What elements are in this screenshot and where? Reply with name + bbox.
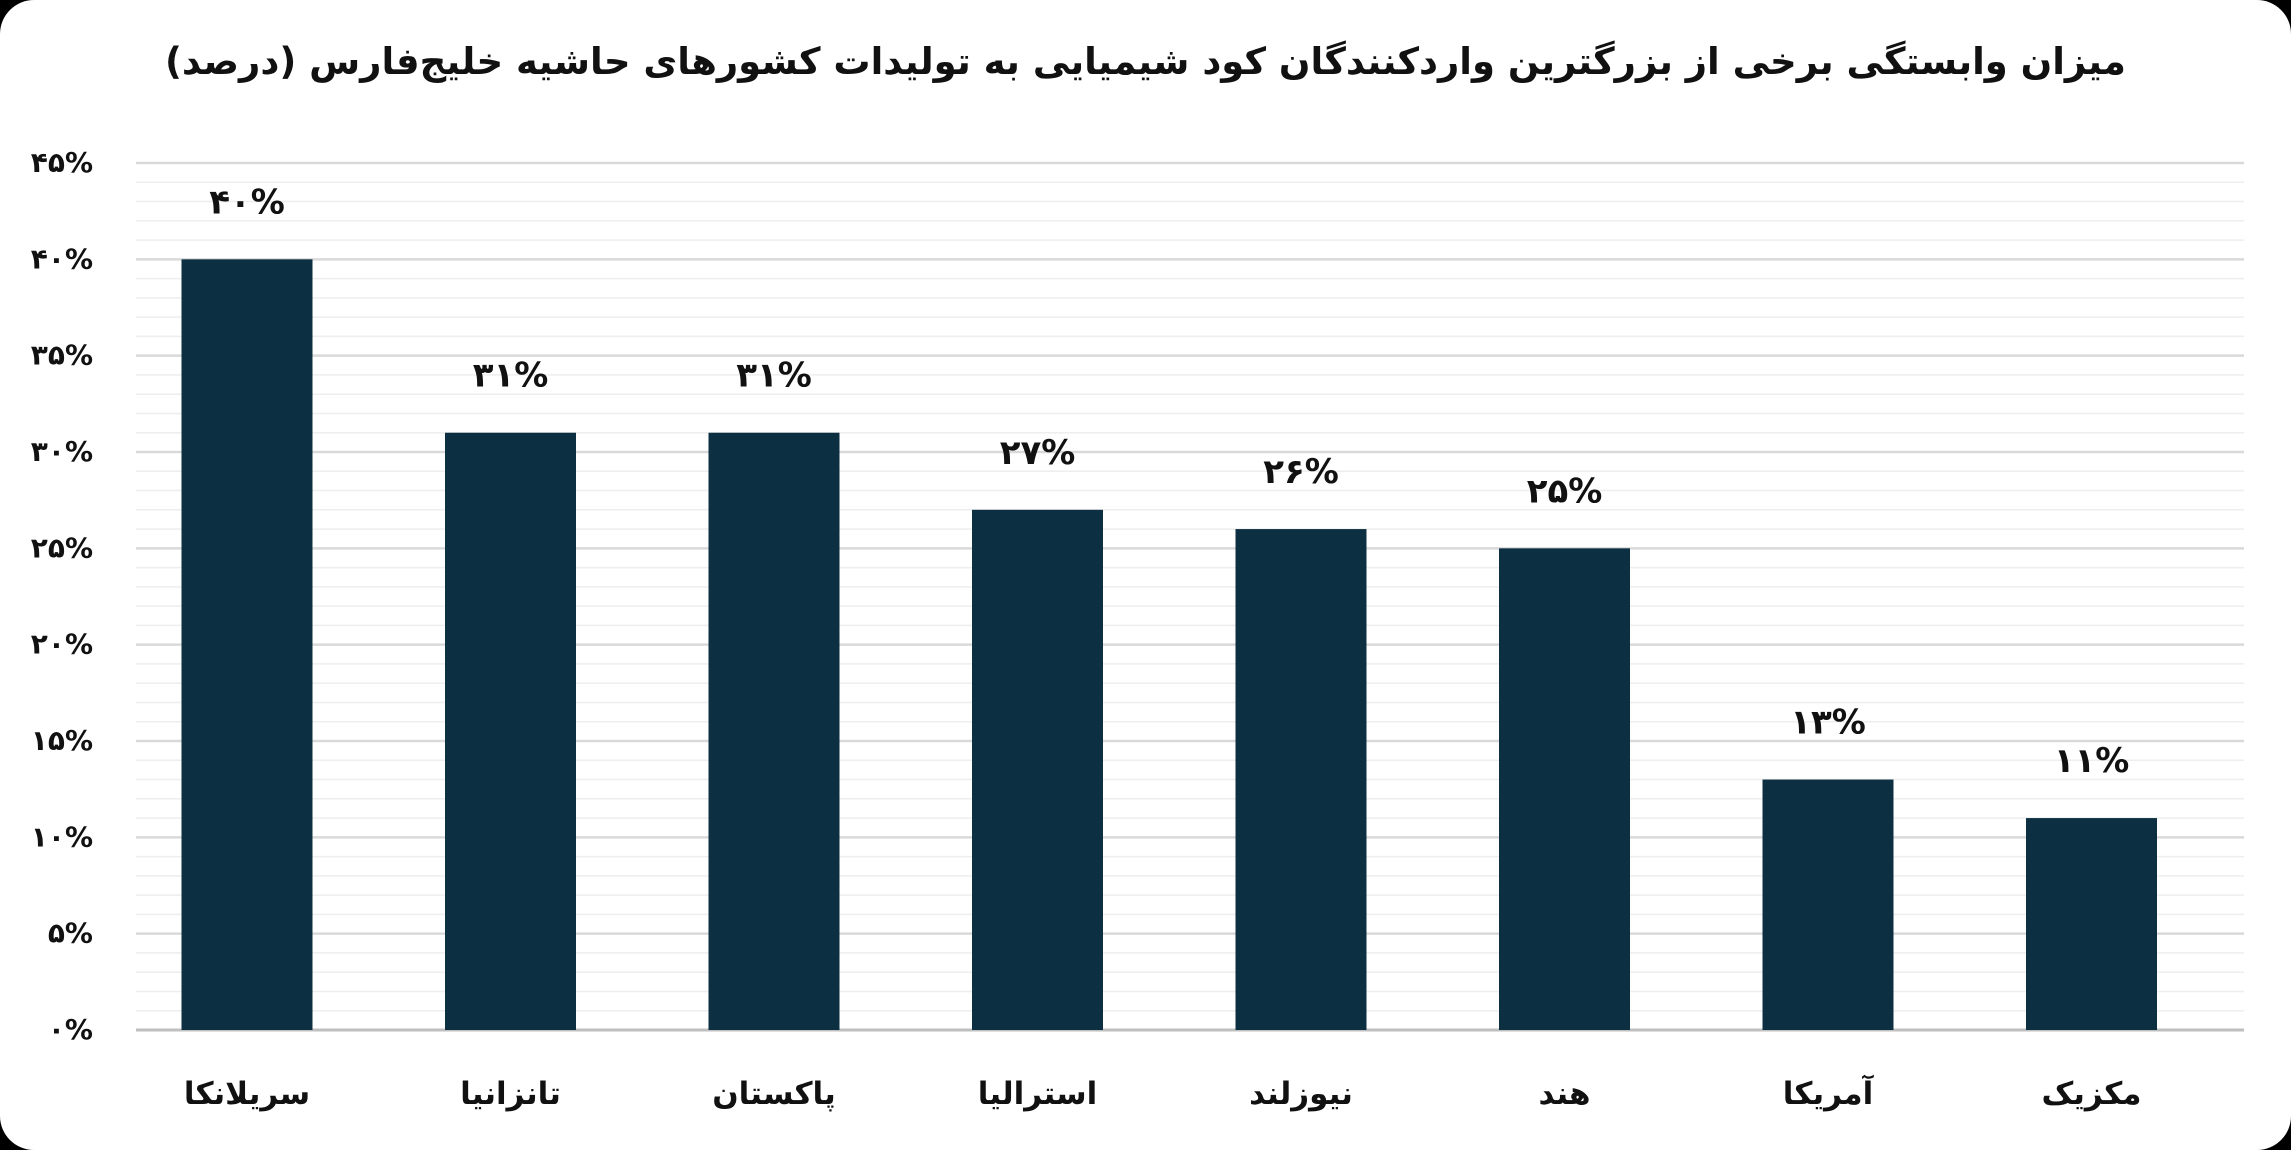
- y-tick-label: ۰%: [48, 1013, 93, 1046]
- bar: [181, 259, 313, 1030]
- x-tick-label: نیوزلند: [1249, 1076, 1353, 1112]
- data-label: ۳۱%: [473, 356, 549, 396]
- data-label: ۳۱%: [736, 356, 812, 396]
- data-label: ۴۰%: [209, 182, 285, 222]
- x-tick-label: پاکستان: [712, 1076, 836, 1112]
- bar: [972, 509, 1103, 1030]
- x-tick-label: هند: [1538, 1076, 1590, 1112]
- y-tick-label: ۳۵%: [31, 339, 93, 372]
- data-label: ۱۱%: [2054, 741, 2130, 781]
- y-tick-label: ۵%: [48, 917, 93, 950]
- data-label: ۱۳%: [1790, 703, 1866, 743]
- chart-title: میزان وابستگی برخی از بزرگترین واردکنندگ…: [165, 40, 2126, 83]
- y-axis-ticks: ۰% ۵% ۱۰% ۱۵% ۲۰% ۲۵% ۳۰% ۳۵% ۴۰% ۴۵%: [31, 146, 93, 1046]
- y-tick-label: ۴۰%: [31, 242, 93, 275]
- x-tick-label: تانزانیا: [460, 1076, 561, 1112]
- data-label: ۲۷%: [1000, 433, 1076, 473]
- data-labels: ۴۰% ۳۱% ۳۱% ۲۷% ۲۶% ۲۵% ۱۳% ۱۱%: [209, 182, 2129, 781]
- bar: [1762, 779, 1894, 1030]
- y-tick-label: ۱۵%: [31, 724, 93, 757]
- y-tick-label: ۲۰%: [31, 628, 93, 661]
- bar: [2026, 818, 2157, 1030]
- bar: [708, 432, 840, 1030]
- bar: [445, 432, 576, 1030]
- x-tick-label: استرالیا: [978, 1076, 1098, 1112]
- x-tick-label: مکزیک: [2042, 1076, 2142, 1112]
- y-tick-label: ۳۰%: [31, 435, 93, 468]
- bar: [1235, 529, 1367, 1030]
- bars: [181, 259, 2157, 1030]
- data-label: ۲۵%: [1527, 471, 1603, 511]
- bar: [1499, 548, 1630, 1030]
- y-tick-label: ۲۵%: [31, 531, 93, 564]
- y-tick-label: ۱۰%: [31, 820, 93, 853]
- x-axis-ticks: سریلانکا تانزانیا پاکستان استرالیا نیوزلند هن…: [184, 1074, 2142, 1112]
- y-tick-label: ۴۵%: [31, 146, 93, 179]
- data-label: ۲۶%: [1263, 452, 1339, 492]
- x-tick-label: سریلانکا: [184, 1076, 310, 1112]
- x-tick-label: آمریکا: [1783, 1074, 1875, 1112]
